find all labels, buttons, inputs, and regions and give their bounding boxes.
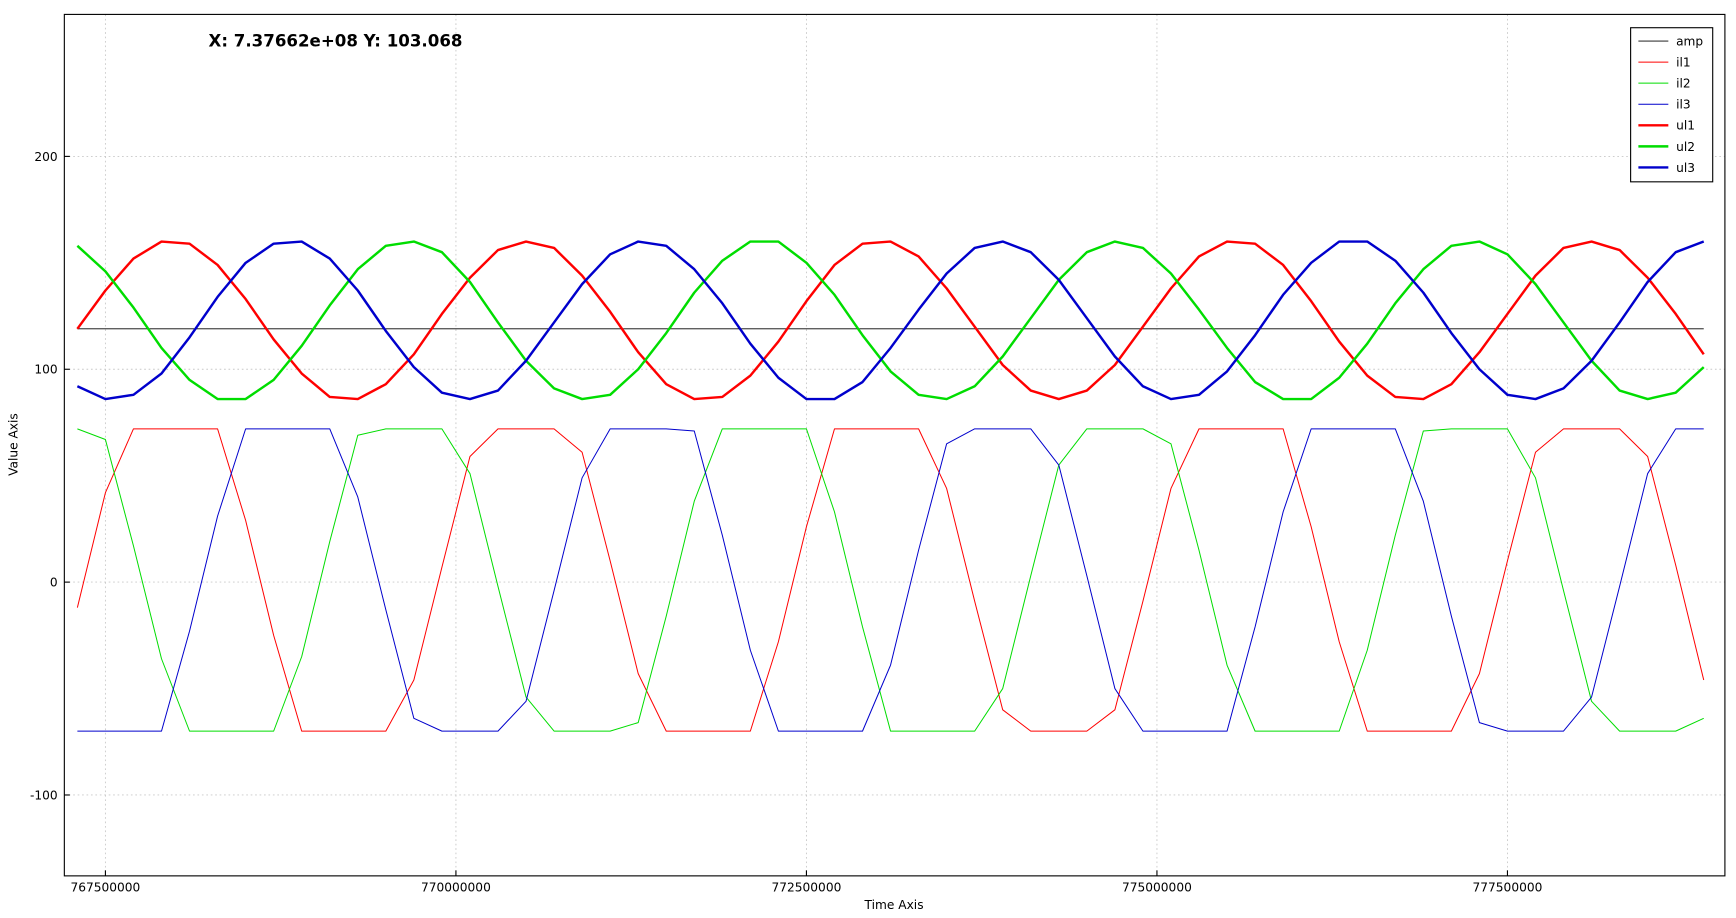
x-axis-label: Time Axis <box>864 898 924 912</box>
y-axis-label: Value Axis <box>7 413 21 476</box>
legend-label: amp <box>1676 34 1703 48</box>
legend-label: ul2 <box>1676 140 1695 154</box>
legend-label: ul1 <box>1676 119 1695 133</box>
legend-label: ul3 <box>1676 161 1695 175</box>
series-line <box>76 240 1705 401</box>
x-tick-label: 777500000 <box>1473 880 1543 894</box>
y-tick-label: 100 <box>34 363 57 377</box>
series-line <box>76 240 1705 401</box>
y-tick-label: -100 <box>30 788 58 802</box>
x-tick-label: 775000000 <box>1122 880 1192 894</box>
legend-label: il3 <box>1676 98 1691 112</box>
x-tick-label: 770000000 <box>421 880 491 894</box>
y-tick-label: 200 <box>34 150 57 164</box>
legend-box <box>1630 27 1714 183</box>
series-line <box>77 428 1704 732</box>
plot-frame <box>63 13 1726 877</box>
data-layer <box>76 240 1705 732</box>
cursor-annotation: X: 7.37662e+08 Y: 103.068 <box>209 32 463 51</box>
series-line <box>76 428 1705 732</box>
x-tick-label: 767500000 <box>71 880 141 894</box>
y-tick-label: 0 <box>50 576 58 590</box>
x-tick-label: 772500000 <box>772 880 842 894</box>
legend-label: il2 <box>1676 77 1691 91</box>
grid-layer <box>64 14 1725 876</box>
legend-label: il1 <box>1676 56 1691 70</box>
series-line <box>77 428 1704 732</box>
legend: amp il1 il2 il3 ul1 ul2 ul3 <box>1630 27 1714 183</box>
